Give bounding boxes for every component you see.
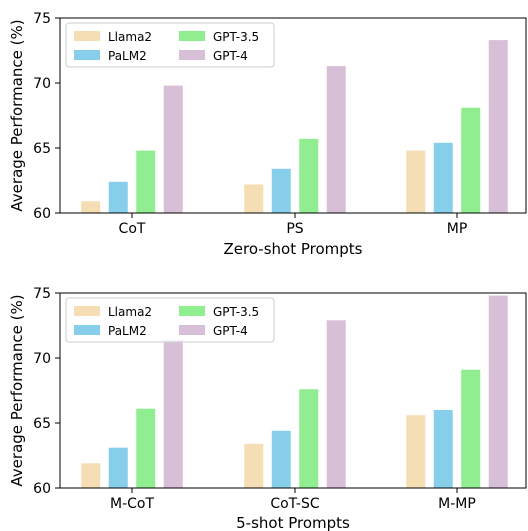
bar-palm2-mmp bbox=[433, 410, 453, 488]
bar-gpt35-ps bbox=[299, 138, 319, 213]
bar-llama2-ps bbox=[244, 184, 264, 213]
x-tick-label: PS bbox=[286, 221, 303, 237]
x-tick-label: M-MP bbox=[438, 496, 476, 512]
bar-llama2-mp bbox=[406, 150, 426, 213]
legend-box bbox=[65, 297, 275, 343]
y-tick-label: 60 bbox=[33, 206, 51, 222]
bar-palm2-mp bbox=[433, 142, 453, 213]
x-tick-label: CoT bbox=[119, 221, 146, 237]
legend-swatch bbox=[74, 50, 100, 60]
legend-entry: PaLM2 bbox=[108, 49, 147, 63]
bar-palm2-mcot bbox=[108, 447, 128, 488]
y-tick-label: 65 bbox=[33, 141, 51, 157]
x-axis-label: 5-shot Prompts bbox=[236, 514, 350, 531]
legend: Llama2 PaLM2 GPT-3.5 GPT-4 bbox=[65, 22, 275, 68]
legend-entry: GPT-4 bbox=[213, 324, 248, 338]
axes-frame bbox=[59, 17, 527, 214]
y-tick-label: 60 bbox=[33, 481, 51, 497]
y-tick-label: 70 bbox=[33, 76, 51, 92]
legend-swatch bbox=[179, 50, 205, 60]
legend-entry: Llama2 bbox=[108, 30, 152, 44]
y-tick-label: 75 bbox=[33, 286, 51, 302]
legend-entry: Llama2 bbox=[108, 305, 152, 319]
legend-swatch bbox=[74, 306, 100, 316]
axes-frame bbox=[59, 292, 527, 489]
legend-entry: PaLM2 bbox=[108, 324, 147, 338]
legend-entry: GPT-4 bbox=[213, 49, 248, 63]
bar-palm2-cot bbox=[108, 181, 128, 213]
bar-gpt4-mmp bbox=[488, 295, 508, 488]
bar-gpt4-mcot bbox=[163, 339, 183, 488]
y-tick-label: 75 bbox=[33, 11, 51, 27]
legend-swatch bbox=[74, 325, 100, 335]
y-tick-label: 65 bbox=[33, 416, 51, 432]
legend-entry: GPT-3.5 bbox=[213, 30, 259, 44]
legend-swatch bbox=[179, 325, 205, 335]
bar-llama2-mmp bbox=[406, 415, 426, 488]
bar-gpt4-cot bbox=[163, 85, 183, 213]
bar-gpt4-ps bbox=[326, 66, 346, 213]
bar-gpt35-mmp bbox=[461, 369, 481, 488]
legend: Llama2 PaLM2 GPT-3.5 GPT-4 bbox=[65, 297, 275, 343]
x-axis-label: Zero-shot Prompts bbox=[224, 240, 363, 258]
y-tick-label: 70 bbox=[33, 351, 51, 367]
legend-box bbox=[65, 22, 275, 68]
bar-gpt4-mp bbox=[488, 40, 508, 213]
bar-palm2-ps bbox=[271, 168, 291, 213]
bar-gpt4-cotsc bbox=[326, 320, 346, 488]
x-tick-label: MP bbox=[447, 221, 468, 237]
chart-panel-2: 60 65 70 75 M-CoT CoT-SC M-MP 5-shot Prompts Ave… bbox=[8, 286, 527, 531]
bar-gpt35-mcot bbox=[136, 408, 156, 488]
legend-entry: GPT-3.5 bbox=[213, 305, 259, 319]
legend-swatch bbox=[179, 306, 205, 316]
bar-llama2-cotsc bbox=[244, 443, 264, 488]
bar-gpt35-mp bbox=[461, 107, 481, 213]
bar-palm2-cotsc bbox=[271, 430, 291, 488]
x-tick-label: CoT-SC bbox=[270, 496, 320, 512]
y-axis-label: Average Performance (%) bbox=[8, 294, 26, 486]
legend-swatch bbox=[179, 31, 205, 41]
y-axis-label: Average Performance (%) bbox=[8, 19, 26, 211]
bar-gpt35-cotsc bbox=[299, 389, 319, 488]
x-tick-label: M-CoT bbox=[110, 496, 154, 512]
chart-panel-1: 60 65 70 75 CoT PS MP Zero-shot Prompts Average … bbox=[8, 11, 527, 258]
bar-llama2-cot bbox=[81, 201, 101, 213]
bar-gpt35-cot bbox=[136, 150, 156, 213]
bar-llama2-mcot bbox=[81, 463, 101, 488]
legend-swatch bbox=[74, 31, 100, 41]
